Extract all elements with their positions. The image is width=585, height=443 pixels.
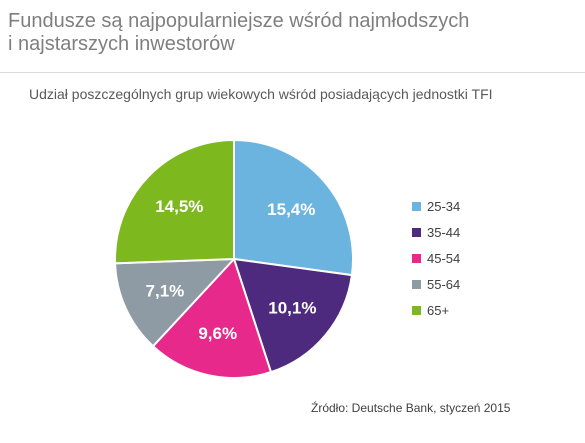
legend-swatch <box>412 280 421 289</box>
legend-swatch <box>412 202 421 211</box>
legend-label: 25-34 <box>427 199 460 214</box>
chart-subtitle: Udział poszczególnych grup wiekowych wśr… <box>29 86 493 102</box>
title-divider <box>0 72 585 73</box>
slice-value-label: 10,1% <box>268 299 316 318</box>
source-note: Źródło: Deutsche Bank, styczeń 2015 <box>311 401 511 415</box>
pie-slice-35-44 <box>232 257 354 374</box>
chart-legend: 25-34 35-44 45-54 55-64 65+ <box>412 199 460 318</box>
legend-label: 35-44 <box>427 225 460 240</box>
legend-swatch <box>412 228 421 237</box>
legend-swatch <box>412 254 421 263</box>
slice-value-label: 14,5% <box>155 197 203 216</box>
pie-slice-65+ <box>114 138 235 265</box>
legend-label: 65+ <box>427 303 449 318</box>
slice-value-label: 15,4% <box>267 200 315 219</box>
chart-title-line-1: Fundusze są najpopularniejsze wśród najm… <box>8 10 470 32</box>
slice-value-label: 7,1% <box>146 282 185 301</box>
pie-slice-25-34 <box>233 138 354 277</box>
legend-swatch <box>412 306 421 315</box>
pie-slice-55-64 <box>114 257 237 348</box>
slice-value-label: 9,6% <box>198 324 237 343</box>
pie-slices <box>114 138 354 379</box>
chart-title: Fundusze są najpopularniejsze wśród najm… <box>8 10 568 56</box>
legend-label: 45-54 <box>427 251 460 266</box>
chart-title-line-2: i najstarszych inwestorów <box>8 33 235 55</box>
pie-slice-45-54 <box>151 257 273 379</box>
pie-slice-labels: 15,4% 10,1% 9,6% 7,1% 14,5% <box>146 197 317 343</box>
legend-label: 55-64 <box>427 277 460 292</box>
